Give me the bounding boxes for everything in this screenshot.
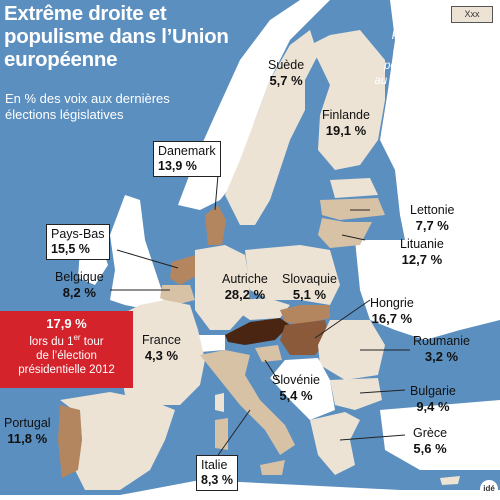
france-note-line1-post: tour <box>80 335 104 348</box>
label-lettonie: Lettonie 7,7 % <box>410 203 454 233</box>
label-autriche: Autriche 28,2 % <box>222 272 268 302</box>
label-lituanie: Lituanie 12,7 % <box>400 237 444 267</box>
label-hongrie-value: 16,7 % <box>371 311 413 326</box>
label-portugal: Portugal 11,8 % <box>4 416 51 446</box>
germany-shape <box>195 245 250 330</box>
label-italie-value: 8,3 % <box>201 473 233 487</box>
label-france-name: France <box>142 333 181 347</box>
label-slovaquie: Slovaquie 5,1 % <box>282 272 337 302</box>
label-belgique-value: 8,2 % <box>62 285 96 300</box>
spain-shape <box>60 392 175 490</box>
label-danemark: Danemark 13,9 % <box>153 141 221 177</box>
slovenia-shape <box>255 345 282 362</box>
france-note-value: 17,9 % <box>46 316 87 331</box>
uk-shape <box>110 195 165 310</box>
label-danemark-value: 13,9 % <box>158 159 197 173</box>
label-grece-value: 5,6 % <box>413 441 447 456</box>
italy-shape <box>200 350 295 455</box>
label-lettonie-value: 7,7 % <box>415 218 449 233</box>
slovakia-shape <box>280 305 330 325</box>
greece-shape <box>310 412 360 475</box>
corsica-shape <box>215 393 224 412</box>
lithuania-shape <box>318 218 372 248</box>
france-presidential-note: 17,9 % lors du 1er tour de l’élection pr… <box>0 311 133 388</box>
label-autriche-name: Autriche <box>222 272 268 286</box>
map-subtitle: En % des voix aux dernières élections lé… <box>5 91 170 122</box>
switzerland-shape <box>195 335 225 352</box>
label-france-value: 4,3 % <box>144 348 179 363</box>
poland-shape <box>245 245 340 305</box>
label-slovaquie-value: 5,1 % <box>292 287 327 302</box>
label-lituanie-value: 12,7 % <box>401 252 443 267</box>
label-slovaquie-name: Slovaquie <box>282 272 337 286</box>
label-grece: Grèce 5,6 % <box>413 426 447 456</box>
cyprus-shape <box>440 476 460 485</box>
label-portugal-name: Portugal <box>4 416 51 430</box>
legend-swatch: Xxx <box>451 6 493 23</box>
france-note-line3: présidentielle 2012 <box>18 363 115 376</box>
netherlands-shape <box>170 255 198 285</box>
estonia-shape <box>330 178 378 198</box>
bulgaria-shape <box>330 378 382 410</box>
map-title: Extrême droite et populisme dans l’Union… <box>4 2 229 71</box>
label-hongrie: Hongrie 16,7 % <box>370 296 414 326</box>
label-hongrie-name: Hongrie <box>370 296 414 310</box>
france-shape <box>110 300 205 405</box>
belarus-ukraine-shape <box>355 240 460 340</box>
label-belgique: Belgique 8,2 % <box>55 270 104 300</box>
russia-shape <box>380 0 500 330</box>
label-roumanie-name: Roumanie <box>413 334 470 348</box>
label-italie-name: Italie <box>201 458 228 472</box>
czech-shape <box>238 298 290 320</box>
label-paysbas-value: 15,5 % <box>51 242 90 256</box>
france-note-line2: de l’élection <box>36 349 97 362</box>
france-note-line1-pre: lors du 1 <box>29 335 74 348</box>
label-grece-name: Grèce <box>413 426 448 440</box>
denmark-shape <box>205 205 226 245</box>
label-suede: Suède 5,7 % <box>268 58 304 88</box>
label-bulgarie-name: Bulgarie <box>410 384 456 398</box>
label-slovenie: Slovénie 5,4 % <box>272 373 320 403</box>
label-suede-value: 5,7 % <box>269 73 303 88</box>
label-portugal-value: 11,8 % <box>7 431 48 446</box>
label-finlande-name: Finlande <box>322 108 370 122</box>
africa-shape <box>0 480 500 500</box>
label-lettonie-name: Lettonie <box>410 203 455 217</box>
label-suede-name: Suède <box>268 58 305 72</box>
hungary-shape <box>280 320 330 355</box>
label-roumanie-value: 3,2 % <box>424 349 459 364</box>
label-italie: Italie 8,3 % <box>196 455 238 491</box>
label-france: France 4,3 % <box>142 333 181 363</box>
label-paysbas-name: Pays-Bas <box>51 227 105 241</box>
label-paysbas: Pays-Bas 15,5 % <box>46 224 110 260</box>
latvia-shape <box>320 198 385 220</box>
sardinia-shape <box>215 418 228 450</box>
label-belgique-name: Belgique <box>55 270 104 284</box>
turkey-shape <box>380 400 500 470</box>
label-danemark-name: Danemark <box>158 144 216 158</box>
label-bulgarie: Bulgarie 9,4 % <box>410 384 456 414</box>
label-roumanie: Roumanie 3,2 % <box>413 334 470 364</box>
label-slovenie-name: Slovénie <box>272 373 320 387</box>
label-finlande: Finlande 19,1 % <box>322 108 370 138</box>
label-bulgarie-value: 9,4 % <box>416 399 450 414</box>
france-note-line1: lors du 1er tour <box>0 331 133 349</box>
label-autriche-value: 28,2 % <box>224 287 266 302</box>
balkans-shape <box>270 358 335 420</box>
legend-text: Pays dont les partis d’extrême-droite ou… <box>374 30 492 102</box>
label-finlande-value: 19,1 % <box>325 123 367 138</box>
austria-shape <box>225 318 290 345</box>
label-slovenie-value: 5,4 % <box>279 388 313 403</box>
romania-shape <box>318 320 385 380</box>
label-lituanie-name: Lituanie <box>400 237 444 251</box>
sicily-shape <box>260 460 285 475</box>
publisher-logo: idé <box>480 480 498 498</box>
sweden-shape <box>225 30 318 225</box>
portugal-shape <box>58 405 82 478</box>
france-note-line1-sup: er <box>73 333 81 342</box>
finland-shape <box>310 30 385 170</box>
